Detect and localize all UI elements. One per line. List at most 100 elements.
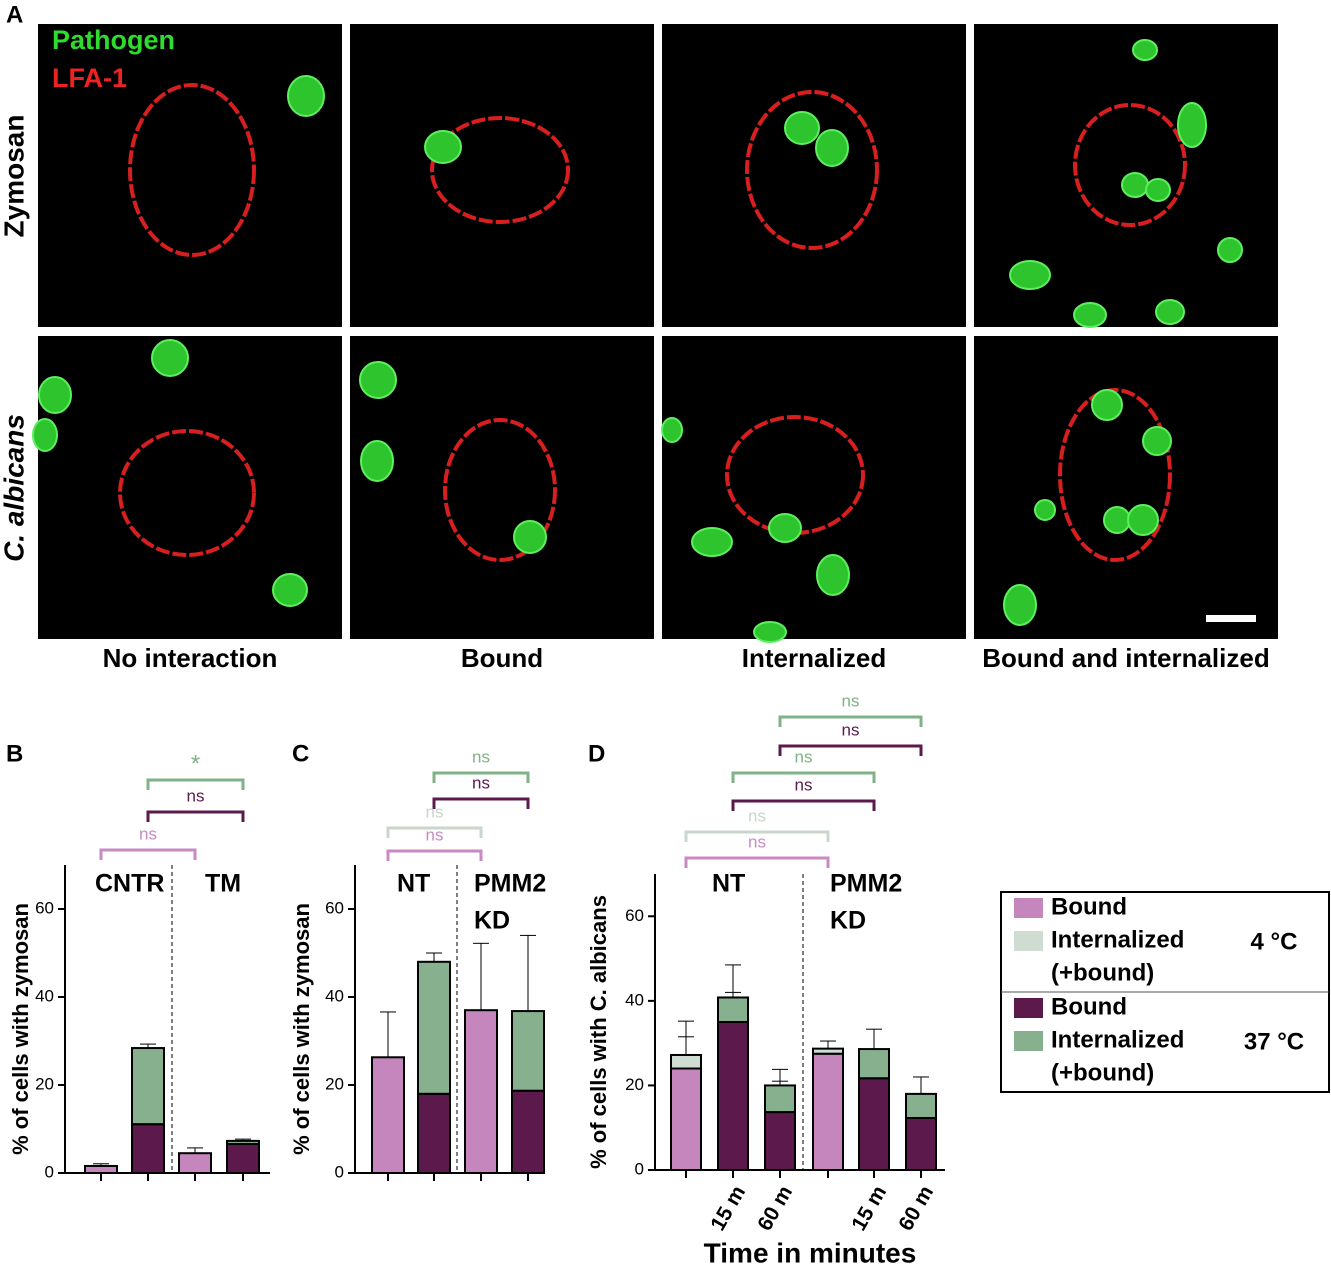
pathogen <box>32 418 58 452</box>
group-label: NT <box>712 870 745 898</box>
panel-letter: D <box>588 740 605 767</box>
y-tick-label: 0 <box>635 1159 644 1178</box>
cell-membrane <box>745 90 879 250</box>
pathogen <box>1127 504 1159 536</box>
pathogen <box>287 75 325 117</box>
row-label: Zymosan <box>0 115 29 238</box>
significance-label: ns <box>842 691 860 710</box>
pathogen <box>1034 499 1056 521</box>
y-tick-label: 40 <box>325 986 344 1005</box>
y-tick-label: 60 <box>625 906 644 925</box>
pathogen <box>513 520 547 554</box>
group-label: TM <box>205 870 241 898</box>
x-tick-label: 15 m <box>847 1182 891 1235</box>
error-bar <box>473 942 489 1011</box>
panel-letter: A <box>6 1 23 28</box>
legend-swatch <box>1014 898 1043 918</box>
pathogen <box>272 573 308 607</box>
error-bar <box>93 1163 109 1166</box>
y-tick-label: 40 <box>35 986 54 1005</box>
bar-segment <box>417 960 451 1095</box>
bar-segment <box>858 1048 890 1080</box>
bar-segment <box>670 1053 702 1070</box>
legend-swatch <box>1014 998 1043 1018</box>
legend-label: Bound <box>1051 893 1127 920</box>
column-label: Internalized <box>742 643 886 673</box>
error-bar <box>520 934 536 1012</box>
y-tick-label: 60 <box>35 898 54 917</box>
group-label: PMM2 <box>830 870 902 898</box>
significance-label: ns <box>426 825 444 844</box>
pathogen <box>1003 584 1037 626</box>
group-label: KD <box>830 907 866 935</box>
pathogen <box>1177 102 1207 148</box>
group-label: NT <box>397 870 430 898</box>
legend-label: Internalized <box>1051 1026 1184 1053</box>
pathogen <box>768 513 802 543</box>
column-label: No interaction <box>103 643 278 673</box>
pathogen <box>1132 39 1158 61</box>
pathogen <box>784 111 820 145</box>
error-bar <box>235 1138 251 1141</box>
bar-segment <box>905 1116 937 1171</box>
significance-bracket <box>684 830 830 842</box>
y-tick-label: 20 <box>325 1074 344 1093</box>
legend-label: Bound <box>1051 993 1127 1020</box>
significance-label: ns <box>472 747 490 766</box>
cell-membrane <box>1073 103 1187 227</box>
bar-segment <box>812 1047 844 1055</box>
group-label: PMM2 <box>474 870 546 898</box>
column-label: Bound and internalized <box>982 643 1269 673</box>
group-label: CNTR <box>95 870 164 898</box>
bar-segment <box>717 1021 749 1171</box>
pathogen <box>38 376 72 414</box>
error-bar <box>725 964 741 998</box>
legend-group-label: 4 °C <box>1251 928 1298 955</box>
significance-bracket <box>386 826 483 838</box>
significance-bracket <box>731 799 876 811</box>
pathogen <box>424 130 462 164</box>
bar-segment <box>717 996 749 1024</box>
legend-group-label: 37 °C <box>1244 1028 1304 1055</box>
panel-letter: C <box>292 740 309 767</box>
bar-segment <box>670 1067 702 1171</box>
cell-membrane <box>443 418 557 562</box>
legend-label: (+bound) <box>1051 1059 1154 1086</box>
significance-label: ns <box>139 824 157 843</box>
bar-segment <box>226 1139 260 1145</box>
error-bar <box>380 1011 396 1058</box>
significance-label: ns <box>748 806 766 825</box>
bar-segment <box>371 1056 405 1175</box>
y-axis-title: % of cells with zymosan <box>289 903 314 1155</box>
micrograph <box>350 336 654 639</box>
significance-bracket <box>684 856 830 868</box>
scale-bar <box>1206 615 1256 622</box>
micrograph <box>662 336 966 639</box>
significance-bracket <box>386 849 483 861</box>
x-tick-label: 60 m <box>753 1182 797 1235</box>
pathogen <box>1009 260 1051 290</box>
pathogen <box>1155 299 1185 325</box>
bar-segment <box>178 1152 212 1174</box>
micrograph <box>662 24 966 327</box>
significance-bracket <box>146 810 245 822</box>
channel-label: Pathogen <box>52 25 175 55</box>
error-bar <box>772 1068 788 1086</box>
pathogen <box>1121 172 1149 198</box>
cell-membrane <box>128 83 256 257</box>
y-tick-label: 20 <box>35 1074 54 1093</box>
significance-bracket <box>146 778 245 790</box>
error-bar <box>140 1043 156 1049</box>
legend-label: (+bound) <box>1051 959 1154 986</box>
legend-label: Internalized <box>1051 926 1184 953</box>
pathogen <box>151 339 189 377</box>
pathogen <box>816 554 850 596</box>
cell-membrane <box>430 116 570 224</box>
significance-bracket <box>731 771 876 783</box>
significance-bracket <box>778 744 923 756</box>
y-axis-title: % of cells with zymosan <box>8 903 33 1155</box>
error-bar <box>426 952 442 962</box>
pathogen <box>359 361 397 399</box>
bar-segment <box>131 1047 165 1126</box>
